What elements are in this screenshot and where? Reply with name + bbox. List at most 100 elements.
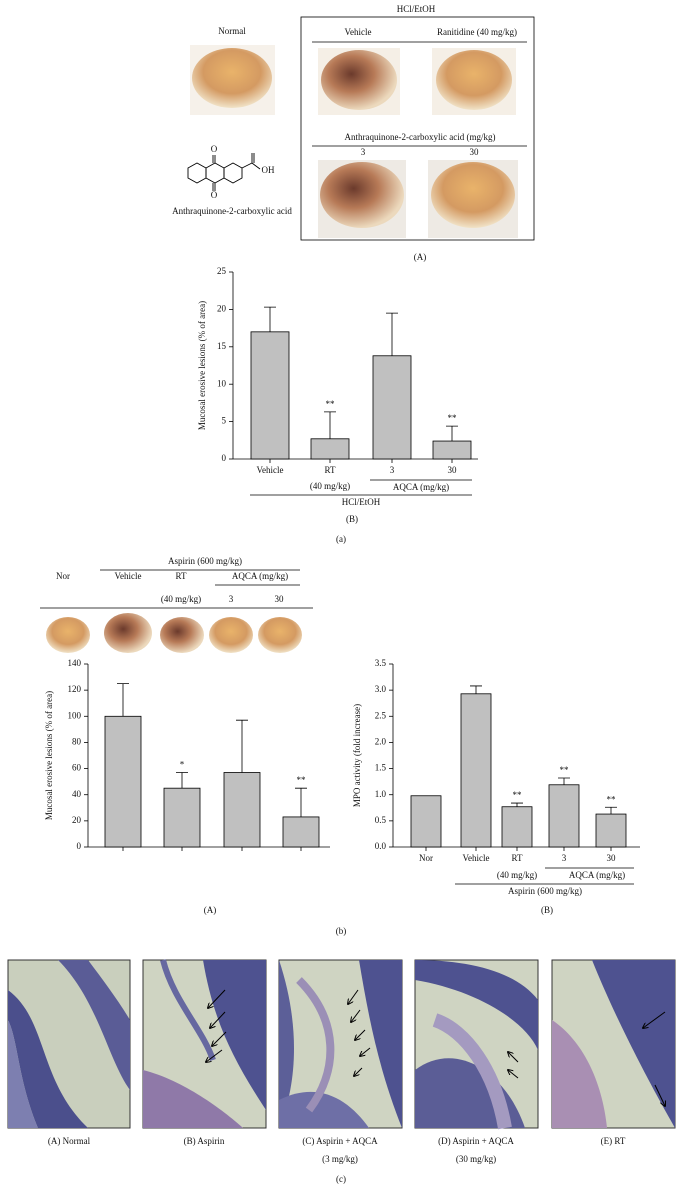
- atom: O: [211, 144, 218, 154]
- error-bar: [558, 777, 570, 785]
- bar: [432, 440, 472, 460]
- treatment-label: Aspirin (600 mg/kg): [508, 886, 582, 896]
- significance: *: [180, 760, 185, 770]
- x-tick-label: Nor: [419, 853, 433, 863]
- y-tick-label: 80: [72, 736, 82, 746]
- label: Vehicle: [345, 27, 372, 37]
- stomach: [436, 50, 512, 110]
- caption: (C) Aspirin + AQCA: [302, 1136, 378, 1146]
- caption: (A) Normal: [48, 1136, 91, 1146]
- figure-label: (a): [336, 534, 346, 544]
- significance: **: [607, 794, 617, 804]
- x-tick-label: 3: [562, 853, 567, 863]
- caption: (B) Aspirin: [184, 1136, 225, 1146]
- error-bar: [264, 306, 276, 332]
- sublabel: (40 mg/kg): [497, 870, 537, 880]
- label: 30: [275, 594, 285, 604]
- y-tick-label: 0: [77, 841, 82, 851]
- stomach: [258, 617, 302, 653]
- label: Aspirin (600 mg/kg): [168, 556, 242, 566]
- y-tick-label: 3.0: [375, 684, 387, 694]
- caption: Anthraquinone-2-carboxylic acid: [172, 206, 292, 216]
- atom: OH: [262, 165, 275, 175]
- x-tick-label: Vehicle: [463, 853, 490, 863]
- stomach: [160, 617, 204, 653]
- group-label: AQCA (mg/kg): [393, 482, 449, 492]
- y-tick-label: 1.5: [375, 763, 387, 773]
- x-tick-label: 30: [448, 465, 458, 475]
- error-bar: [236, 719, 248, 773]
- panel-label: (A): [204, 905, 217, 915]
- bar: [460, 693, 492, 848]
- error-bar: [324, 411, 336, 439]
- error-bar: [176, 772, 188, 789]
- group-label: AQCA (mg/kg): [569, 870, 625, 880]
- caption: (D) Aspirin + AQCA: [438, 1136, 514, 1146]
- x-tick-label: RT: [325, 465, 336, 475]
- y-tick-label: 15: [217, 341, 227, 351]
- error-bar: [295, 787, 307, 817]
- caption: (3 mg/kg): [322, 1154, 358, 1164]
- x-tick-label: 3: [390, 465, 395, 475]
- y-tick-label: 2.0: [375, 736, 387, 746]
- stomach: [192, 48, 272, 108]
- bar: [104, 715, 142, 848]
- label: (40 mg/kg): [161, 594, 201, 604]
- bar: [372, 355, 412, 460]
- bar: [282, 816, 320, 848]
- error-bar: [511, 802, 523, 807]
- label: Nor: [56, 571, 70, 581]
- bar: [548, 784, 580, 848]
- stomach: [46, 617, 90, 653]
- treatment-label: HCl/EtOH: [342, 497, 381, 507]
- panel-label: (B): [541, 905, 553, 915]
- stomach: [320, 162, 404, 228]
- label: Ranitidine (40 mg/kg): [437, 27, 517, 37]
- stomach: [321, 50, 397, 110]
- stomach: [209, 617, 253, 653]
- label: 3: [361, 147, 366, 157]
- y-tick-label: 25: [217, 266, 227, 276]
- significance: **: [513, 790, 523, 800]
- bar: [501, 806, 533, 848]
- stomach: [104, 613, 152, 653]
- y-tick-label: 2.5: [375, 710, 387, 720]
- bar: [223, 772, 261, 848]
- significance: **: [448, 413, 458, 423]
- y-axis-label: MPO activity (fold increase): [352, 704, 362, 807]
- label: AQCA (mg/kg): [232, 571, 288, 581]
- y-tick-label: 100: [68, 710, 82, 720]
- x-tick-label: 30: [607, 853, 617, 863]
- error-bar: [386, 312, 398, 356]
- y-tick-label: 40: [72, 789, 82, 799]
- micrographs: [7, 959, 676, 1130]
- stomach: [431, 162, 515, 228]
- figure-label: (c): [336, 1174, 346, 1184]
- y-tick-label: 5: [222, 416, 227, 426]
- figure-label: (b): [336, 926, 347, 936]
- atom: O: [211, 190, 218, 200]
- error-bar: [605, 806, 617, 815]
- bar: [250, 331, 290, 460]
- panel-label: (B): [346, 514, 358, 524]
- y-tick-label: 120: [68, 684, 82, 694]
- significance: **: [560, 765, 570, 775]
- significance: **: [326, 399, 336, 409]
- y-tick-label: 20: [217, 303, 227, 313]
- x-tick-label: Vehicle: [257, 465, 284, 475]
- label: Vehicle: [115, 571, 142, 581]
- y-tick-label: 3.5: [375, 658, 387, 668]
- error-bar: [470, 685, 482, 694]
- caption: (30 mg/kg): [456, 1154, 496, 1164]
- structure: [187, 153, 261, 191]
- x-tick-label: RT: [512, 853, 523, 863]
- label: Anthraquinone-2-carboxylic acid (mg/kg): [345, 132, 496, 142]
- y-tick-label: 0: [222, 453, 227, 463]
- y-tick-label: 1.0: [375, 789, 387, 799]
- label: 3: [229, 594, 234, 604]
- bar: [310, 438, 350, 460]
- label: HCl/EtOH: [397, 4, 436, 14]
- error-bar: [117, 683, 129, 717]
- panel-label: (A): [414, 252, 427, 262]
